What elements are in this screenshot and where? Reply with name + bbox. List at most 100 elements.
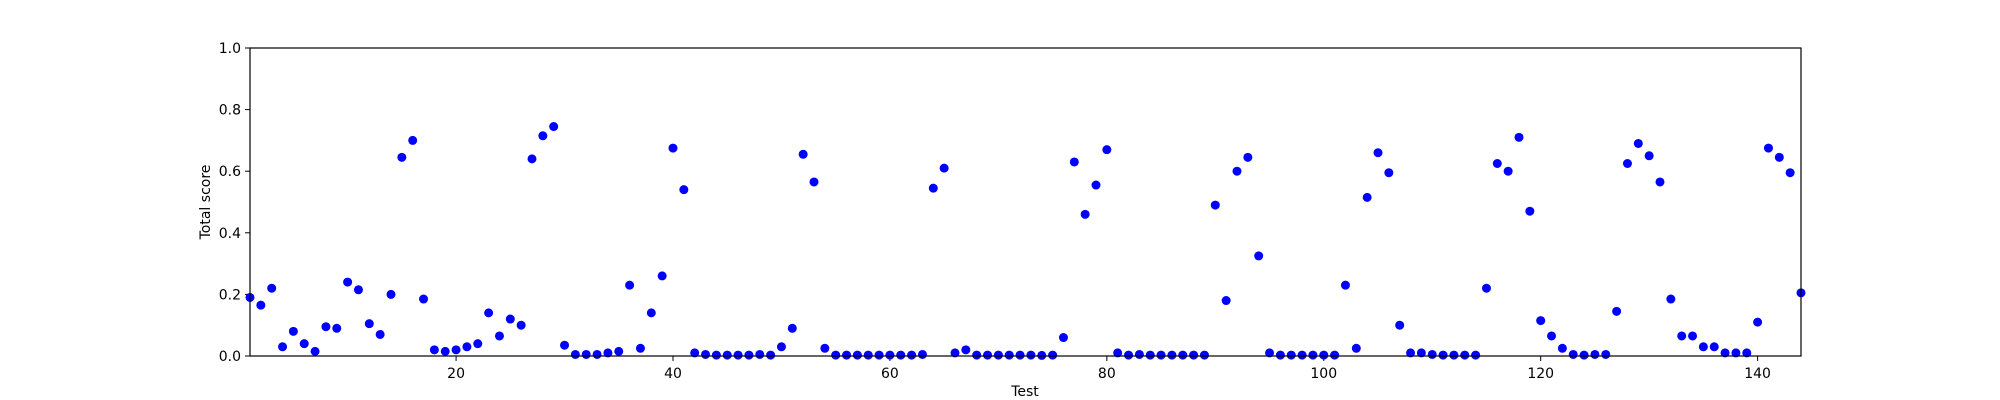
- data-point: [1492, 159, 1502, 168]
- data-point: [896, 350, 906, 360]
- data-point: [1113, 348, 1123, 358]
- data-point: [1677, 331, 1687, 341]
- data-point: [603, 348, 613, 358]
- data-point: [1069, 157, 1079, 167]
- x-tick-label: 100: [1310, 366, 1337, 382]
- data-point: [1503, 166, 1513, 176]
- x-axis-label: Test: [1010, 384, 1039, 400]
- data-point: [1297, 350, 1307, 360]
- data-point: [256, 300, 266, 310]
- data-point: [429, 345, 439, 355]
- data-point: [744, 350, 754, 360]
- data-point: [1254, 251, 1264, 261]
- data-points: [245, 122, 1806, 360]
- data-point: [1026, 350, 1036, 360]
- data-point: [1655, 177, 1665, 187]
- data-point: [798, 149, 808, 159]
- data-point: [701, 349, 711, 359]
- data-point: [1785, 168, 1795, 178]
- data-point: [711, 350, 721, 360]
- data-point: [1481, 283, 1491, 293]
- x-tick-label: 80: [1098, 366, 1116, 382]
- data-point: [863, 350, 873, 360]
- data-point: [907, 350, 917, 360]
- data-point: [386, 289, 396, 299]
- data-point: [1633, 138, 1643, 148]
- data-point: [1666, 294, 1676, 304]
- y-tick-label: 1.0: [219, 41, 241, 57]
- data-point: [950, 348, 960, 358]
- data-point: [592, 349, 602, 359]
- data-point: [1308, 350, 1318, 360]
- data-point: [1406, 348, 1416, 358]
- data-point: [375, 329, 385, 339]
- data-point: [299, 339, 309, 349]
- data-point: [267, 283, 277, 293]
- data-point: [1058, 333, 1068, 343]
- data-point: [939, 163, 949, 173]
- data-point: [1384, 168, 1394, 178]
- x-tick-label: 20: [447, 366, 465, 382]
- data-point: [1763, 143, 1773, 153]
- data-point: [635, 343, 645, 353]
- data-point: [1015, 350, 1025, 360]
- data-point: [1210, 200, 1220, 210]
- data-point: [1731, 348, 1741, 358]
- data-point: [961, 345, 971, 355]
- data-point: [776, 342, 786, 352]
- data-point: [690, 348, 700, 358]
- data-point: [1579, 350, 1589, 360]
- data-point: [755, 349, 765, 359]
- data-point: [1568, 349, 1578, 359]
- data-point: [538, 131, 548, 141]
- data-point: [646, 308, 656, 318]
- data-point: [1709, 342, 1719, 352]
- y-tick-label: 0.0: [219, 349, 241, 365]
- data-point: [1557, 343, 1567, 353]
- data-point: [874, 350, 884, 360]
- data-point: [440, 346, 450, 356]
- data-point: [1102, 145, 1112, 155]
- data-point: [1590, 349, 1600, 359]
- y-tick-label: 0.2: [219, 287, 241, 303]
- y-axis-label: Total score: [198, 165, 214, 241]
- data-point: [766, 350, 776, 360]
- data-point: [1199, 350, 1209, 360]
- data-point: [1427, 349, 1437, 359]
- data-point: [1720, 348, 1730, 358]
- data-point: [1286, 350, 1296, 360]
- data-point: [549, 122, 559, 132]
- data-point: [809, 177, 819, 187]
- data-point: [787, 323, 797, 333]
- data-point: [1048, 350, 1058, 360]
- data-point: [831, 350, 841, 360]
- data-point: [1351, 343, 1361, 353]
- data-point: [733, 350, 743, 360]
- data-point: [993, 350, 1003, 360]
- data-point: [1189, 350, 1199, 360]
- data-point: [419, 294, 429, 304]
- data-point: [516, 320, 526, 330]
- data-point: [1471, 350, 1481, 360]
- plot-frame: [249, 47, 1802, 357]
- data-point: [1460, 350, 1470, 360]
- data-point: [820, 343, 830, 353]
- data-point: [1373, 148, 1383, 158]
- data-point: [310, 346, 320, 356]
- data-point: [1145, 350, 1155, 360]
- data-point: [1536, 316, 1546, 326]
- data-point: [1221, 296, 1231, 306]
- data-point: [332, 323, 342, 333]
- data-point: [1688, 331, 1698, 341]
- data-point: [614, 346, 624, 356]
- data-point: [1265, 348, 1275, 358]
- data-point: [494, 331, 504, 341]
- data-point: [1330, 350, 1340, 360]
- data-point: [278, 342, 288, 352]
- data-point: [657, 271, 667, 281]
- data-point: [668, 143, 678, 153]
- data-point: [1124, 350, 1134, 360]
- data-point: [1167, 350, 1177, 360]
- data-point: [364, 319, 374, 329]
